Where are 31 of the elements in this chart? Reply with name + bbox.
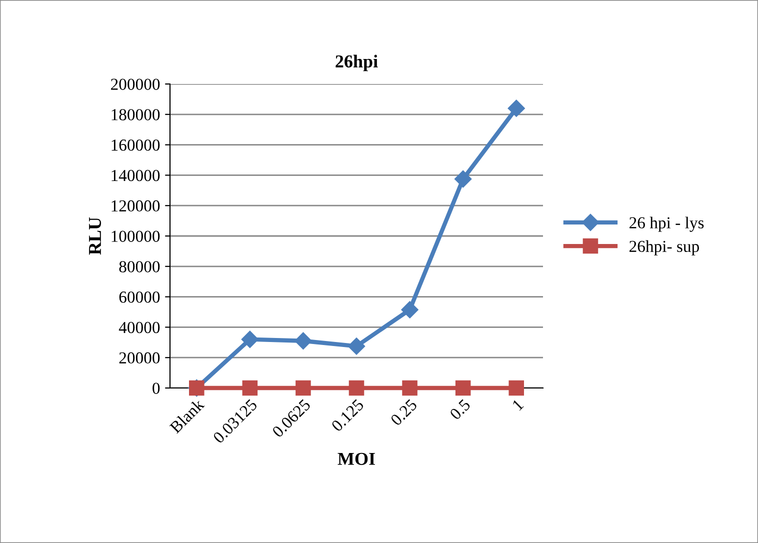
legend-label: 26 hpi - lys — [630, 216, 704, 232]
point — [348, 338, 366, 355]
y-tick-label: 200000 — [111, 78, 160, 90]
point — [296, 380, 311, 396]
y-axis-title: RLU — [89, 217, 102, 255]
point — [241, 330, 258, 348]
point — [455, 380, 471, 396]
legend-label: 26hpi- sup — [630, 240, 699, 256]
chart-title: 26hpi — [336, 54, 378, 72]
y-tick-label: 60000 — [119, 292, 160, 303]
point — [454, 170, 472, 188]
point — [348, 380, 364, 396]
point — [508, 100, 525, 117]
x-axis-title: MOI — [338, 452, 375, 465]
point — [402, 380, 418, 396]
y-tick-label: 160000 — [112, 140, 160, 151]
point — [508, 380, 524, 396]
y-tick-label: 120000 — [112, 200, 160, 212]
y-tick-label: 140000 — [112, 170, 160, 182]
point — [242, 380, 258, 396]
y-tick-label: 100000 — [112, 230, 160, 242]
point — [401, 301, 418, 318]
x-tick-label: 0.5 — [449, 398, 471, 420]
y-tick-label: 0 — [152, 382, 160, 394]
point — [294, 332, 312, 350]
y-tick-label: 40000 — [118, 322, 160, 334]
y-tick-label: 80000 — [119, 261, 160, 272]
x-tick-label: 0.25 — [390, 398, 418, 426]
y-tick-label: 180000 — [112, 109, 160, 120]
x-tick-label: 1 — [512, 398, 524, 411]
y-tick-label: 20000 — [119, 352, 160, 364]
